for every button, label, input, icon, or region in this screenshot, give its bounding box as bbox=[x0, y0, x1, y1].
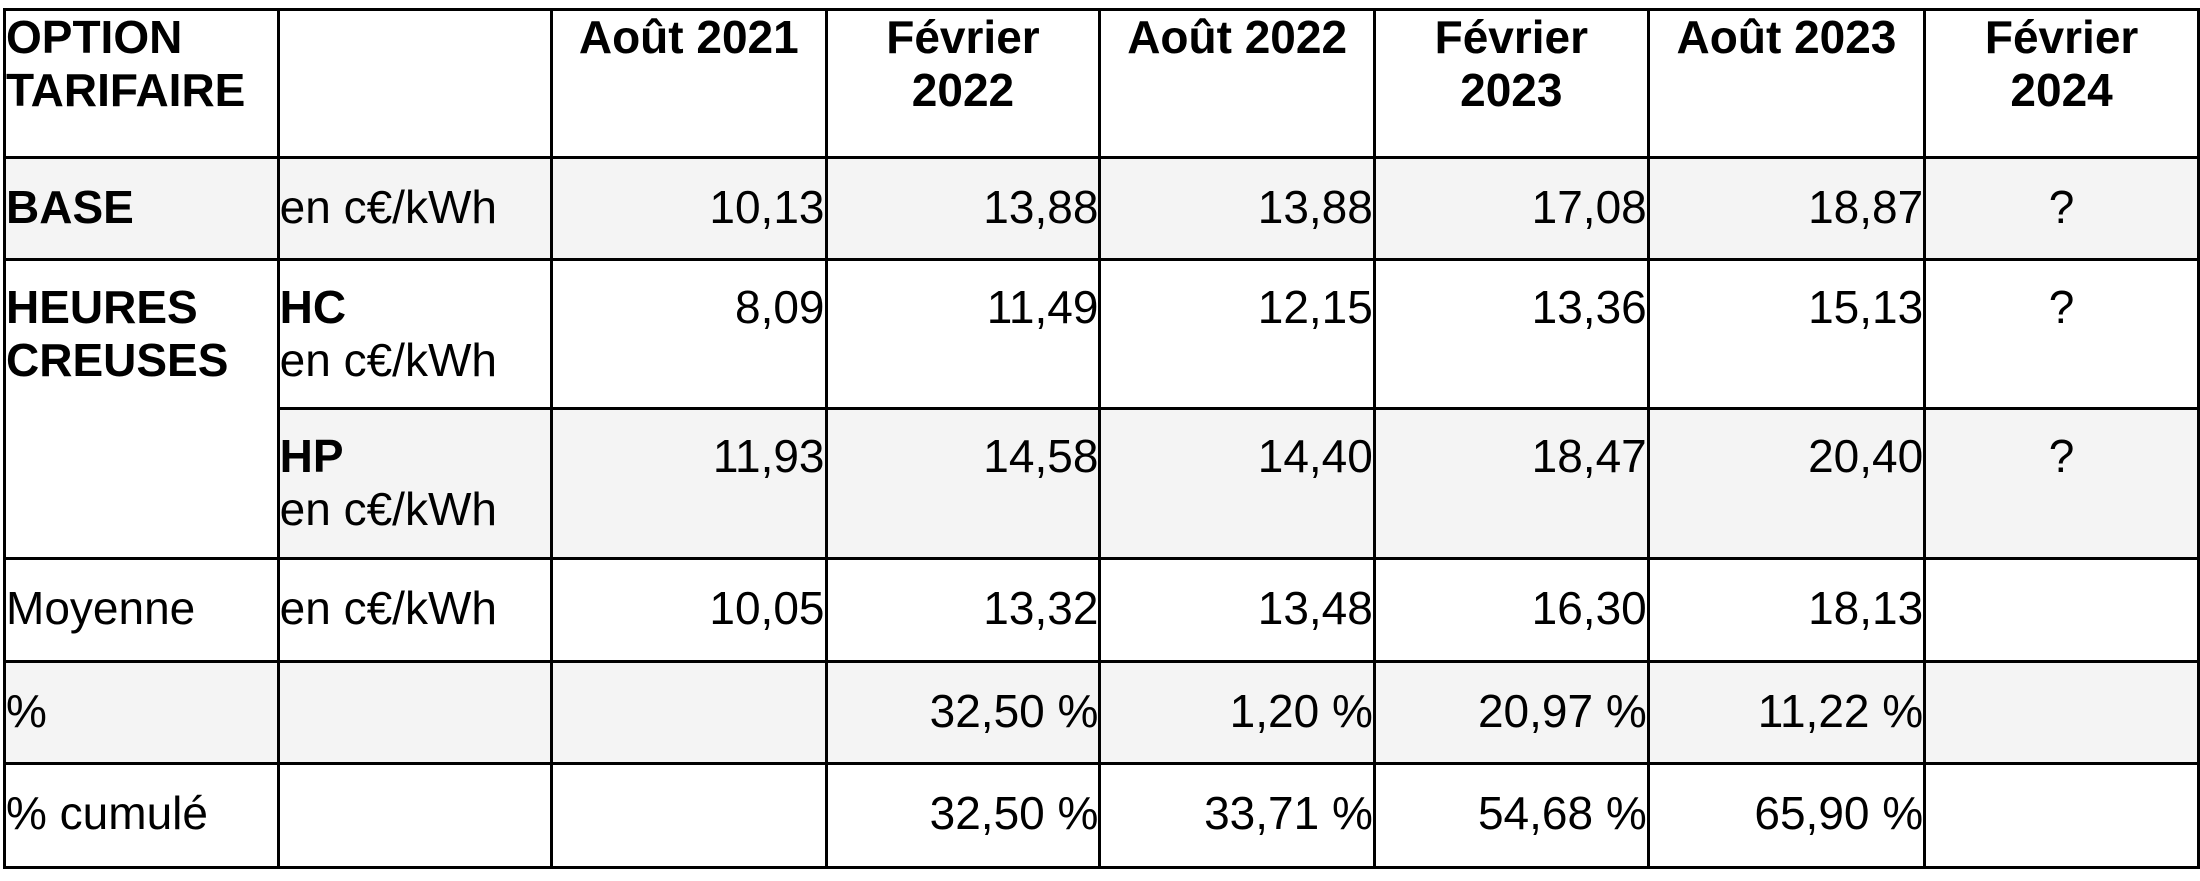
table-cell: 11,93 bbox=[550, 407, 828, 560]
row-unit bbox=[276, 660, 554, 765]
row-label-moyenne: Moyenne bbox=[3, 557, 280, 663]
row-label-base: BASE bbox=[3, 156, 280, 261]
table-cell: 32,50 % bbox=[824, 660, 1102, 765]
table-cell: 54,68 % bbox=[1372, 762, 1650, 869]
table-cell: 13,88 bbox=[1098, 156, 1376, 261]
table-cell: 16,30 bbox=[1372, 557, 1650, 663]
header-option-tarifaire: OPTION TARIFAIRE bbox=[3, 8, 280, 159]
table-cell: 1,20 % bbox=[1098, 660, 1376, 765]
table-row-base: BASE en c€/kWh 10,13 13,88 13,88 17,08 1… bbox=[3, 156, 2200, 261]
table-cell: 14,58 bbox=[824, 407, 1102, 560]
table-cell: 10,13 bbox=[550, 156, 828, 261]
header-row: OPTION TARIFAIRE Août 2021 Février 2022 … bbox=[3, 8, 2200, 159]
table-cell: 17,08 bbox=[1372, 156, 1650, 261]
table-cell bbox=[1923, 762, 2200, 869]
header-unit-column bbox=[276, 8, 554, 159]
table-cell: 8,09 bbox=[550, 258, 828, 410]
row-unit: en c€/kWh bbox=[276, 557, 554, 663]
table-cell: 32,50 % bbox=[824, 762, 1102, 869]
row-sublabel-hc: HC en c€/kWh bbox=[276, 258, 554, 410]
header-period-aout-2022: Août 2022 bbox=[1098, 8, 1376, 159]
table-cell: ? bbox=[1923, 258, 2200, 410]
table-cell: 13,32 bbox=[824, 557, 1102, 663]
header-period-fevrier-2024: Février 2024 bbox=[1923, 8, 2200, 159]
table-cell: 18,13 bbox=[1646, 557, 1927, 663]
header-period-fevrier-2022: Février 2022 bbox=[824, 8, 1102, 159]
table-cell: 18,87 bbox=[1646, 156, 1927, 261]
table-cell bbox=[550, 660, 828, 765]
table-row-moyenne: Moyenne en c€/kWh 10,05 13,32 13,48 16,3… bbox=[3, 557, 2200, 663]
table-cell bbox=[1923, 660, 2200, 765]
table-row-pourcentage-cumule: % cumulé 32,50 % 33,71 % 54,68 % 65,90 % bbox=[3, 762, 2200, 869]
table-cell: 14,40 bbox=[1098, 407, 1376, 560]
row-unit bbox=[276, 762, 554, 869]
table-row-hp: HP en c€/kWh 11,93 14,58 14,40 18,47 20,… bbox=[5, 407, 2200, 560]
table-cell: 12,15 bbox=[1098, 258, 1376, 410]
table-cell: 15,13 bbox=[1646, 258, 1927, 410]
table-cell: 13,36 bbox=[1372, 258, 1650, 410]
row-label-heures-creuses: HEURES CREUSES bbox=[3, 258, 280, 560]
table-cell: 13,88 bbox=[824, 156, 1102, 261]
table-cell: 18,47 bbox=[1372, 407, 1650, 560]
table-cell bbox=[1923, 557, 2200, 663]
table-cell: 10,05 bbox=[550, 557, 828, 663]
header-period-aout-2023: Août 2023 bbox=[1646, 8, 1927, 159]
row-sublabel-hp: HP en c€/kWh bbox=[276, 407, 554, 560]
table-row-hc: HEURES CREUSES HC en c€/kWh 8,09 11,49 1… bbox=[3, 258, 2200, 560]
table-cell: 13,48 bbox=[1098, 557, 1376, 663]
table-row-pourcentage: % 32,50 % 1,20 % 20,97 % 11,22 % bbox=[3, 660, 2200, 765]
table-cell: 20,97 % bbox=[1372, 660, 1650, 765]
row-label-pourcentage: % bbox=[3, 660, 280, 765]
row-unit: en c€/kWh bbox=[276, 156, 554, 261]
table-cell: 33,71 % bbox=[1098, 762, 1376, 869]
table-cell: ? bbox=[1923, 407, 2200, 560]
row-label-pourcentage-cumule: % cumulé bbox=[3, 762, 280, 869]
table-cell: 20,40 bbox=[1646, 407, 1927, 560]
table-cell: 11,22 % bbox=[1646, 660, 1927, 765]
tariff-table: OPTION TARIFAIRE Août 2021 Février 2022 … bbox=[3, 8, 2200, 869]
header-period-aout-2021: Août 2021 bbox=[550, 8, 828, 159]
table-cell bbox=[550, 762, 828, 869]
table-cell: 11,49 bbox=[824, 258, 1102, 410]
table-cell: 65,90 % bbox=[1646, 762, 1927, 869]
table-cell: ? bbox=[1923, 156, 2200, 261]
header-period-fevrier-2023: Février 2023 bbox=[1372, 8, 1650, 159]
